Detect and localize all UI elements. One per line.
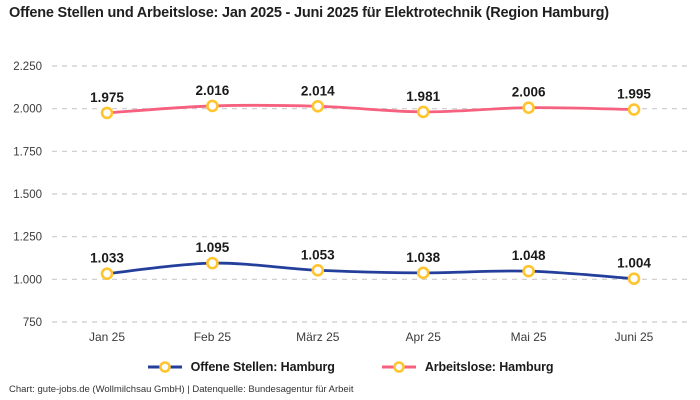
legend-swatch-offene-stellen	[147, 361, 182, 373]
legend-label-arbeitslose: Arbeitslose: Hamburg	[424, 360, 554, 374]
y-axis-tick-label: 1.250	[13, 232, 42, 244]
series-line	[105, 103, 636, 115]
data-point-label: 2.014	[301, 83, 335, 98]
data-point-label: 1.004	[617, 256, 651, 271]
y-axis-tick-label: 1.750	[13, 146, 42, 158]
data-point-label: 1.995	[617, 87, 651, 102]
y-axis-tick-label: 2.250	[13, 61, 42, 73]
legend-item-offene-stellen: Offene Stellen: Hamburg	[147, 360, 335, 374]
legend-label-offene-stellen: Offene Stellen: Hamburg	[190, 360, 335, 374]
data-point-label: 1.095	[196, 240, 230, 255]
y-axis-tick-label: 750	[23, 317, 42, 329]
data-point-marker	[522, 264, 535, 278]
x-axis-label: März 25	[296, 330, 340, 344]
data-point-marker	[627, 103, 641, 116]
y-axis-tick-label: 1.000	[13, 274, 42, 286]
data-point-label: 1.048	[512, 248, 546, 263]
data-point-marker	[416, 266, 430, 280]
data-point-marker	[206, 99, 219, 113]
x-axis-label: Jan 25	[89, 330, 125, 344]
data-point-marker	[627, 272, 641, 285]
legend-swatch-arbeitslose	[381, 361, 416, 373]
data-point-marker	[206, 256, 219, 270]
data-point-label: 1.038	[406, 250, 440, 265]
y-axis-tick-label: 2.000	[13, 104, 42, 116]
data-point-label: 2.006	[512, 85, 546, 100]
data-point-marker	[100, 267, 114, 281]
data-point-marker	[100, 106, 114, 120]
data-point-marker	[522, 101, 535, 114]
chart-canvas: 750 1.000 1.250 1.500 1.750 2.000 2.250 Jan 25 F…	[13, 61, 692, 344]
data-point-marker	[416, 105, 430, 119]
x-axis-label: Juni 25	[615, 330, 654, 344]
data-point-label: 1.033	[90, 251, 124, 266]
chart-footer-credit: Chart: gute-jobs.de (Wollmilchsau GmbH) …	[9, 384, 354, 395]
series-line	[105, 261, 636, 281]
chart-title: Offene Stellen und Arbeitslose: Jan 2025…	[9, 5, 609, 21]
data-point-label: 2.016	[196, 83, 230, 98]
y-axis-tick-label: 1.500	[13, 189, 42, 201]
data-point-label: 1.053	[301, 247, 335, 262]
data-point-label: 1.975	[90, 90, 124, 105]
data-point-label: 1.981	[406, 89, 440, 104]
data-point-marker	[311, 99, 325, 113]
legend-item-arbeitslose: Arbeitslose: Hamburg	[381, 360, 554, 374]
x-axis-label: Mai 25	[511, 330, 547, 344]
x-axis-label: Apr 25	[406, 330, 442, 344]
x-axis-label: Feb 25	[194, 330, 232, 344]
chart-legend: Offene Stellen: Hamburg Arbeitslose: Ham…	[0, 360, 700, 374]
data-point-marker	[311, 263, 325, 277]
